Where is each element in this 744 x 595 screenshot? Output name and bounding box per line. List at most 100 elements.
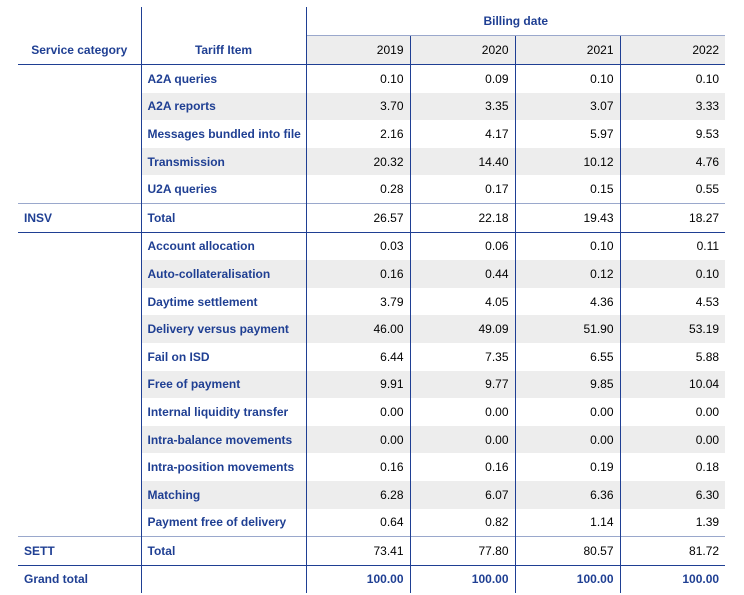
value-cell: 10.04	[619, 370, 726, 399]
grand-total-label: Grand total	[18, 564, 141, 594]
value-cell: 1.14	[514, 508, 620, 537]
value-cell: 0.00	[514, 398, 620, 426]
table-row: Matching 6.28 6.07 6.36 6.30	[18, 480, 726, 509]
value-cell: 0.12	[514, 260, 620, 288]
value-cell: 0.64	[305, 508, 410, 537]
value-cell: 0.10	[619, 260, 726, 288]
value-cell: 9.91	[305, 370, 410, 399]
value-cell: 0.10	[514, 231, 620, 261]
grand-total-value-cell: 100.00	[619, 564, 726, 594]
table-row: Intra-position movements 0.16 0.16 0.19 0.18	[18, 453, 726, 481]
value-cell: 46.00	[305, 315, 410, 343]
value-cell: 4.76	[619, 147, 726, 176]
table-row: Internal liquidity transfer 0.00 0.00 0.00 0…	[18, 398, 726, 426]
value-cell: 3.33	[619, 92, 726, 121]
table-row: A2A reports 3.70 3.35 3.07 3.33	[18, 92, 726, 121]
total-value-cell: 26.57	[305, 202, 410, 233]
grand-total-value-cell: 100.00	[305, 564, 410, 594]
table-row: Delivery versus payment 46.00 49.09 51.90 53…	[18, 315, 726, 343]
value-cell: 20.32	[305, 147, 410, 176]
value-cell: 0.18	[619, 453, 726, 481]
value-cell: 0.06	[409, 231, 515, 261]
value-cell: 10.12	[514, 147, 620, 176]
value-cell: 5.97	[514, 120, 620, 148]
value-cell: 0.00	[305, 398, 410, 426]
total-row: SETT Total 73.41 77.80 80.57 81.72	[18, 536, 726, 566]
tariff-item-label: Transmission	[140, 147, 306, 176]
value-cell: 0.00	[514, 425, 620, 454]
grand-total-row: Grand total 100.00 100.00 100.00 100.00	[18, 564, 726, 594]
value-cell: 9.85	[514, 370, 620, 399]
value-cell: 0.19	[514, 453, 620, 481]
value-cell: 2.16	[305, 120, 410, 148]
value-cell: 0.03	[305, 231, 410, 261]
total-label: Total	[140, 536, 306, 566]
table-row: Daytime settlement 3.79 4.05 4.36 4.53	[18, 287, 726, 316]
tariff-item-label: Matching	[140, 480, 306, 509]
value-cell: 3.79	[305, 287, 410, 316]
value-cell: 4.36	[514, 287, 620, 316]
value-cell: 49.09	[409, 315, 515, 343]
table-row: Messages bundled into file 2.16 4.17 5.97 9.…	[18, 120, 726, 148]
tariff-item-label: Account allocation	[140, 231, 306, 261]
value-cell: 0.16	[305, 453, 410, 481]
value-cell: 0.10	[514, 63, 620, 93]
value-cell: 3.70	[305, 92, 410, 121]
header-row-columns: Service category Tariff Item 2019 2020 2…	[18, 35, 726, 65]
tariff-item-label: U2A queries	[140, 175, 306, 204]
value-cell: 0.16	[409, 453, 515, 481]
total-value-cell: 18.27	[619, 202, 726, 233]
value-cell: 5.88	[619, 342, 726, 371]
value-cell: 0.16	[305, 260, 410, 288]
total-value-cell: 19.43	[514, 202, 620, 233]
value-cell: 7.35	[409, 342, 515, 371]
year-header: 2021	[514, 35, 620, 65]
value-cell: 3.07	[514, 92, 620, 121]
table-row: U2A queries 0.28 0.17 0.15 0.55	[18, 175, 726, 204]
tariff-item-label: Daytime settlement	[140, 287, 306, 316]
value-cell: 0.00	[409, 398, 515, 426]
table-row: A2A queries 0.10 0.09 0.10 0.10	[18, 63, 726, 93]
value-cell: 6.44	[305, 342, 410, 371]
value-cell: 0.15	[514, 175, 620, 204]
value-cell: 1.39	[619, 508, 726, 537]
value-cell: 0.10	[619, 63, 726, 93]
table-row: Auto-collateralisation 0.16 0.44 0.12 0.10	[18, 260, 726, 288]
value-cell: 14.40	[409, 147, 515, 176]
tariff-item-label: Fail on ISD	[140, 342, 306, 371]
tariff-item-label: Auto-collateralisation	[140, 260, 306, 288]
tariff-item-label: Intra-balance movements	[140, 425, 306, 454]
value-cell: 4.17	[409, 120, 515, 148]
tariff-table: Billing date Service category Tariff Ite…	[18, 7, 726, 594]
year-header: 2020	[409, 35, 515, 65]
value-cell: 0.44	[409, 260, 515, 288]
value-cell: 0.28	[305, 175, 410, 204]
value-cell: 0.00	[305, 425, 410, 454]
total-value-cell: 77.80	[409, 536, 515, 566]
grand-total-value-cell: 100.00	[409, 564, 515, 594]
value-cell: 53.19	[619, 315, 726, 343]
service-category-label: SETT	[18, 536, 141, 566]
table-row: Payment free of delivery 0.64 0.82 1.14 1.39	[18, 508, 726, 537]
tariff-item-label: Delivery versus payment	[140, 315, 306, 343]
value-cell: 0.00	[619, 398, 726, 426]
value-cell: 0.17	[409, 175, 515, 204]
value-cell: 6.28	[305, 480, 410, 509]
value-cell: 0.10	[305, 63, 410, 93]
total-value-cell: 73.41	[305, 536, 410, 566]
value-cell: 6.55	[514, 342, 620, 371]
table-row: Intra-balance movements 0.00 0.00 0.00 0.00	[18, 425, 726, 454]
tariff-item-label: Intra-position movements	[140, 453, 306, 481]
value-cell: 4.05	[409, 287, 515, 316]
value-cell: 0.09	[409, 63, 515, 93]
value-cell: 0.55	[619, 175, 726, 204]
tariff-item-label: Internal liquidity transfer	[140, 398, 306, 426]
value-cell: 0.00	[619, 425, 726, 454]
tariff-item-label: Free of payment	[140, 370, 306, 399]
table-row: Free of payment 9.91 9.77 9.85 10.04	[18, 370, 726, 399]
year-header: 2022	[619, 35, 726, 65]
service-category-label: INSV	[18, 202, 141, 233]
value-cell: 0.00	[409, 425, 515, 454]
year-header: 2019	[305, 35, 410, 65]
tariff-item-label: Messages bundled into file	[140, 120, 306, 148]
